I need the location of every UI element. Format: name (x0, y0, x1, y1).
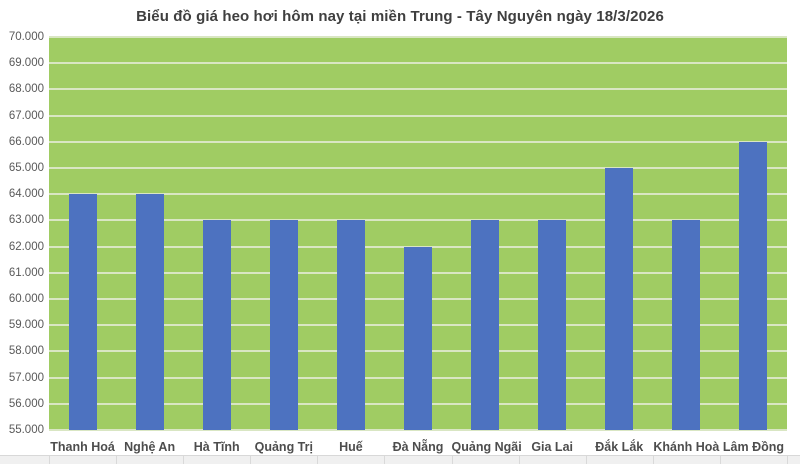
x-tick-label: Lâm Đồng (722, 440, 784, 454)
y-tick-label: 67.000 (8, 109, 44, 122)
y-tick-label: 63.000 (8, 214, 44, 227)
table-cell-divider (250, 456, 252, 464)
x-tick-label: Khánh Hoà (653, 440, 720, 454)
bar-huế (336, 220, 365, 430)
bar-hà-tĩnh (202, 220, 231, 430)
table-cell-divider (451, 456, 453, 464)
table-cell-divider (787, 456, 788, 464)
bar-nghệ-an (135, 194, 164, 430)
y-tick-label: 64.000 (8, 188, 44, 201)
gridline (49, 167, 787, 169)
table-cell-divider (49, 456, 50, 464)
table-cell-divider (652, 456, 654, 464)
x-tick-label: Nghệ An (124, 440, 176, 454)
y-tick-label: 65.000 (8, 162, 44, 174)
table-cell-divider (585, 456, 587, 464)
x-tick-label: Quảng Ngãi (451, 440, 522, 454)
x-tick-label: Gia Lai (531, 440, 573, 454)
y-tick-label: 61.000 (8, 266, 44, 279)
x-tick-label: Quảng Trị (254, 440, 313, 454)
y-tick-label: 70.000 (8, 31, 44, 43)
y-tick-label: 60.000 (8, 293, 44, 305)
table-cell-divider (719, 456, 721, 464)
bar-thanh-hoá (68, 194, 97, 430)
bar-lâm-đồng (739, 141, 768, 430)
table-cell-divider (183, 456, 185, 464)
partial-table-strip (0, 455, 800, 464)
y-tick-label: 62.000 (8, 240, 44, 253)
table-cell-divider (317, 456, 319, 464)
bar-đà-nẵng (404, 246, 432, 430)
y-tick-label: 55.000 (8, 424, 44, 436)
gridline (49, 88, 787, 91)
gridline (49, 36, 787, 38)
gridline (49, 219, 787, 222)
table-cell-divider (518, 456, 520, 464)
bar-quảng-trị (269, 220, 298, 430)
y-tick-label: 68.000 (8, 83, 44, 96)
table-cell-divider (384, 456, 386, 464)
gridline (49, 245, 787, 248)
gridline (49, 114, 787, 117)
y-tick-label: 56.000 (8, 397, 44, 410)
bar-quảng-ngãi (471, 220, 500, 430)
x-tick-label: Đắk Lắk (595, 440, 644, 454)
y-tick-label: 66.000 (8, 135, 44, 148)
x-tick-label: Thanh Hoá (50, 440, 115, 454)
bar-gia-lai (538, 220, 567, 430)
x-tick-label: Huế (339, 440, 363, 454)
y-tick-label: 57.000 (8, 371, 44, 384)
gridline (49, 62, 787, 65)
y-tick-label: 58.000 (8, 345, 44, 358)
bar-khánh-hoà (672, 220, 701, 430)
bar-đắk-lắk (605, 168, 634, 430)
gridline (49, 140, 787, 143)
table-cell-divider (116, 456, 118, 464)
plot-area (49, 36, 787, 431)
y-tick-label: 59.000 (8, 319, 44, 332)
y-tick-label: 69.000 (8, 57, 44, 70)
gridline (49, 193, 787, 196)
x-tick-label: Đà Nẵng (392, 440, 444, 454)
x-tick-label: Hà Tĩnh (193, 440, 240, 454)
gridline (49, 429, 787, 431)
chart-title: Biểu đồ giá heo hơi hôm nay tại miền Tru… (136, 8, 664, 25)
